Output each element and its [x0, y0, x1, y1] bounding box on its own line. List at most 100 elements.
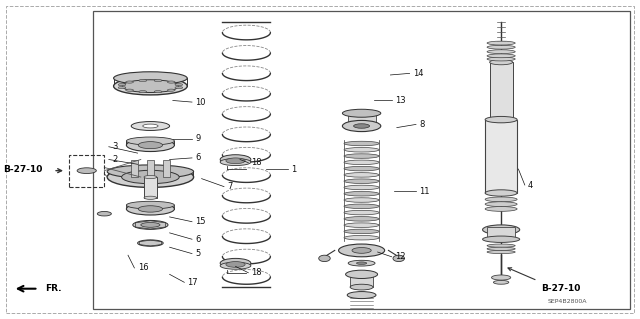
- Ellipse shape: [344, 173, 379, 177]
- Ellipse shape: [348, 260, 375, 266]
- Ellipse shape: [346, 270, 378, 278]
- Ellipse shape: [144, 196, 157, 199]
- Ellipse shape: [113, 72, 187, 85]
- Ellipse shape: [122, 170, 179, 184]
- Text: SEP4B2800A: SEP4B2800A: [547, 299, 587, 304]
- Text: 3: 3: [112, 142, 117, 151]
- Ellipse shape: [168, 81, 175, 83]
- Ellipse shape: [344, 198, 379, 202]
- Ellipse shape: [344, 185, 379, 190]
- Ellipse shape: [339, 244, 385, 257]
- Ellipse shape: [107, 165, 193, 178]
- Ellipse shape: [492, 275, 511, 280]
- Ellipse shape: [344, 167, 379, 171]
- Ellipse shape: [133, 220, 168, 229]
- Ellipse shape: [344, 147, 379, 152]
- Ellipse shape: [220, 155, 251, 164]
- Ellipse shape: [175, 86, 182, 89]
- Ellipse shape: [485, 202, 517, 207]
- Ellipse shape: [138, 142, 163, 149]
- Ellipse shape: [490, 117, 513, 122]
- Ellipse shape: [487, 50, 515, 54]
- Ellipse shape: [113, 77, 187, 95]
- Ellipse shape: [126, 139, 174, 152]
- Bar: [147, 160, 154, 177]
- Ellipse shape: [107, 167, 193, 188]
- Ellipse shape: [168, 89, 175, 91]
- Text: 16: 16: [138, 263, 148, 272]
- Bar: [348, 113, 376, 126]
- Ellipse shape: [118, 86, 126, 89]
- Ellipse shape: [353, 124, 370, 128]
- Ellipse shape: [347, 292, 376, 299]
- Ellipse shape: [344, 229, 379, 234]
- Bar: [487, 227, 515, 239]
- Ellipse shape: [226, 262, 245, 267]
- Text: 10: 10: [195, 98, 205, 107]
- Ellipse shape: [220, 159, 251, 166]
- Text: 2: 2: [112, 155, 117, 164]
- Ellipse shape: [490, 60, 513, 65]
- Ellipse shape: [485, 197, 517, 202]
- Ellipse shape: [226, 158, 245, 164]
- Ellipse shape: [125, 89, 133, 91]
- Ellipse shape: [487, 41, 515, 45]
- Ellipse shape: [154, 79, 162, 82]
- Text: B-27-10: B-27-10: [541, 284, 580, 293]
- Ellipse shape: [344, 179, 379, 183]
- Ellipse shape: [487, 45, 515, 49]
- Bar: [131, 160, 138, 177]
- Ellipse shape: [126, 137, 174, 145]
- Text: 9: 9: [195, 134, 200, 143]
- Text: B-27-10: B-27-10: [3, 165, 43, 174]
- Ellipse shape: [342, 109, 381, 117]
- Text: FR.: FR.: [45, 284, 61, 293]
- Text: 8: 8: [419, 120, 424, 129]
- Text: 12: 12: [395, 252, 405, 261]
- Ellipse shape: [138, 206, 163, 212]
- Ellipse shape: [143, 124, 158, 128]
- Text: 18: 18: [252, 268, 262, 277]
- Ellipse shape: [220, 258, 251, 268]
- Bar: [69, 155, 104, 187]
- Ellipse shape: [118, 84, 126, 86]
- Text: 13: 13: [395, 96, 406, 105]
- Bar: [163, 160, 170, 177]
- Text: 5: 5: [195, 249, 200, 258]
- Ellipse shape: [319, 255, 330, 262]
- Ellipse shape: [344, 235, 379, 240]
- Text: 4: 4: [528, 181, 533, 189]
- Text: 1: 1: [291, 165, 296, 174]
- Text: 15: 15: [195, 217, 205, 226]
- Text: 7: 7: [227, 182, 232, 191]
- Ellipse shape: [126, 203, 174, 215]
- Ellipse shape: [139, 79, 147, 82]
- Ellipse shape: [344, 217, 379, 221]
- Ellipse shape: [344, 160, 379, 165]
- Ellipse shape: [97, 211, 111, 216]
- Ellipse shape: [493, 280, 509, 284]
- Ellipse shape: [487, 247, 515, 250]
- Ellipse shape: [393, 255, 404, 262]
- Text: 6: 6: [195, 235, 200, 244]
- Ellipse shape: [126, 201, 174, 209]
- Ellipse shape: [139, 91, 147, 93]
- Text: 14: 14: [413, 69, 423, 78]
- Ellipse shape: [141, 223, 160, 227]
- Bar: [485, 120, 517, 193]
- Ellipse shape: [344, 154, 379, 158]
- Ellipse shape: [138, 240, 163, 246]
- Ellipse shape: [125, 81, 133, 83]
- Ellipse shape: [485, 116, 517, 123]
- Text: 11: 11: [419, 187, 429, 196]
- Ellipse shape: [350, 284, 373, 290]
- Ellipse shape: [487, 250, 515, 254]
- Ellipse shape: [356, 262, 367, 264]
- Ellipse shape: [344, 204, 379, 209]
- Ellipse shape: [487, 244, 515, 247]
- Ellipse shape: [483, 236, 520, 242]
- Ellipse shape: [485, 190, 517, 196]
- Ellipse shape: [220, 262, 251, 269]
- Bar: [490, 62, 513, 120]
- Ellipse shape: [122, 80, 179, 93]
